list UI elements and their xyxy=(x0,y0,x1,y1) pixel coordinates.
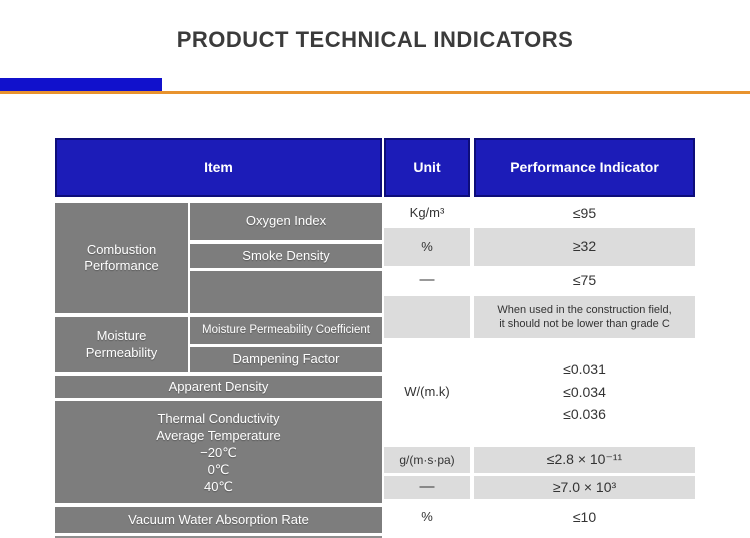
indicator-mpc-value: ≤2.8 × 10⁻¹¹ xyxy=(546,451,623,468)
unit-dash-2: — xyxy=(384,476,470,499)
thermal-line-5: 40℃ xyxy=(203,478,234,494)
unit-dash-2-label: — xyxy=(419,478,435,496)
item-thermal-conductivity: Thermal Conductivity Average Temperature… xyxy=(55,401,382,503)
indicator-thermal-value-3: ≤0.036 xyxy=(563,406,606,423)
grade-note-line-2: it should not be lower than grade C xyxy=(499,318,670,330)
unit-percent-vacuum-label: % xyxy=(421,509,433,525)
header-item-label: Item xyxy=(204,158,233,175)
indicator-vacuum-value: ≤10 xyxy=(572,508,597,525)
item-apparent-density: Apparent Density xyxy=(55,376,382,398)
category-combustion-performance: Combustion Performance xyxy=(55,203,188,313)
indicator-oxygen-index: ≤95 xyxy=(474,200,695,227)
moisture-permeability-coefficient-label: Moisture Permeability Coefficient xyxy=(202,324,370,337)
unit-g-per-mspa: g/(m·s·pa) xyxy=(384,447,470,473)
smoke-density-label: Smoke Density xyxy=(242,247,330,263)
moisture-line-2: Permeability xyxy=(85,344,158,360)
header-item: Item xyxy=(55,138,382,197)
unit-kg-per-m3: Kg/m³ xyxy=(384,200,470,227)
indicator-row3-value: ≤75 xyxy=(572,271,597,288)
indicator-thermal-conductivity: ≤0.031 ≤0.034 ≤0.036 xyxy=(474,340,695,445)
vacuum-water-absorption-rate-label: Vacuum Water Absorption Rate xyxy=(128,511,309,527)
unit-w-per-mk: W/(m.k) xyxy=(384,340,470,445)
thermal-line-3: −20℃ xyxy=(200,444,237,460)
item-oxygen-index: Oxygen Index xyxy=(190,203,382,240)
header-performance-indicator-label: Performance Indicator xyxy=(510,158,659,175)
item-smoke-density: Smoke Density xyxy=(190,244,382,268)
next-row-sliver xyxy=(55,536,382,538)
indicator-row3: ≤75 xyxy=(474,267,695,294)
combustion-line-2: Performance xyxy=(84,258,159,273)
spec-table: Item Unit Performance Indicator Combusti… xyxy=(55,138,695,538)
unit-percent-smoke-label: % xyxy=(421,238,433,254)
indicator-grade-note: When used in the construction field, it … xyxy=(474,296,695,338)
orange-accent-bar xyxy=(0,91,750,94)
indicator-thermal-value-1: ≤0.031 xyxy=(563,361,606,378)
header-unit-label: Unit xyxy=(413,158,441,175)
moisture-line-1: Moisture xyxy=(96,328,147,344)
indicator-thermal-value-2: ≤0.034 xyxy=(563,383,606,400)
unit-empty-cell xyxy=(384,296,470,338)
thermal-line-2: Average Temperature xyxy=(156,427,281,443)
header-performance-indicator: Performance Indicator xyxy=(474,138,695,197)
indicator-vacuum-water-absorption: ≤10 xyxy=(474,502,695,533)
unit-dash-1: — xyxy=(384,267,470,294)
oxygen-index-label: Oxygen Index xyxy=(245,213,327,229)
apparent-density-label: Apparent Density xyxy=(168,378,269,394)
combustion-line-1: Combustion xyxy=(86,241,157,257)
page-title: PRODUCT TECHNICAL INDICATORS xyxy=(176,27,574,52)
unit-percent-smoke: % xyxy=(384,228,470,266)
item-moisture-permeability-coefficient: Moisture Permeability Coefficient xyxy=(190,317,382,344)
item-vacuum-water-absorption-rate: Vacuum Water Absorption Rate xyxy=(55,507,382,533)
grade-note-line-1: When used in the construction field, xyxy=(497,303,672,316)
unit-percent-vacuum: % xyxy=(384,502,470,533)
indicator-oxygen-index-value: ≤95 xyxy=(572,204,597,221)
blue-accent-bar xyxy=(0,78,162,91)
indicator-moisture-permeability-coefficient: ≤2.8 × 10⁻¹¹ xyxy=(474,447,695,473)
unit-kg-per-m3-label: Kg/m³ xyxy=(409,205,445,221)
unit-dash-1-label: — xyxy=(419,271,435,289)
unit-w-per-mk-label: W/(m.k) xyxy=(404,384,450,400)
category-moisture-permeability: Moisture Permeability xyxy=(55,317,188,372)
thermal-line-4: 0℃ xyxy=(207,461,230,477)
indicator-smoke-density: ≥32 xyxy=(474,228,695,266)
unit-g-per-mspa-label: g/(m·s·pa) xyxy=(399,452,455,467)
item-empty-cell xyxy=(190,271,382,313)
indicator-dampening-factor: ≥7.0 × 10³ xyxy=(474,476,695,499)
thermal-line-1: Thermal Conductivity xyxy=(157,410,280,426)
indicator-smoke-density-value: ≥32 xyxy=(572,238,597,255)
indicator-dampening-factor-value: ≥7.0 × 10³ xyxy=(552,478,617,495)
header-unit: Unit xyxy=(384,138,470,197)
dampening-factor-label: Dampening Factor xyxy=(232,351,340,367)
item-dampening-factor: Dampening Factor xyxy=(190,347,382,372)
